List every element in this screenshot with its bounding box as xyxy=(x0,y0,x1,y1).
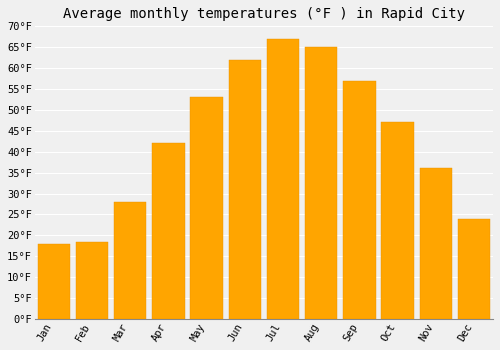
Bar xyxy=(152,144,184,319)
Bar xyxy=(382,122,414,319)
Bar xyxy=(114,202,146,319)
Bar xyxy=(76,241,108,319)
Bar xyxy=(38,244,70,319)
Bar xyxy=(228,60,261,319)
Title: Average monthly temperatures (°F ) in Rapid City: Average monthly temperatures (°F ) in Ra… xyxy=(63,7,465,21)
Bar xyxy=(458,219,490,319)
Bar xyxy=(190,97,223,319)
Bar xyxy=(343,80,376,319)
Bar xyxy=(305,47,338,319)
Bar xyxy=(420,168,452,319)
Bar xyxy=(267,39,299,319)
